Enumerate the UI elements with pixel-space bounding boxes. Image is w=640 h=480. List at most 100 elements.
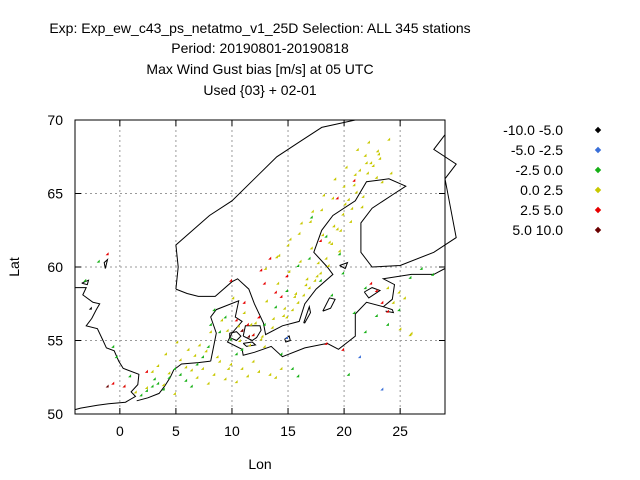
- point-s2-35: [341, 271, 345, 275]
- point-s3-91: [282, 306, 286, 310]
- point-s3-92: [294, 291, 298, 295]
- point-s4-12: [279, 294, 283, 298]
- point-s3-113: [297, 231, 301, 235]
- point-s4-22: [229, 278, 233, 282]
- point-s4-14: [324, 341, 328, 345]
- legend-marker-0: [594, 126, 602, 134]
- point-s3-74: [281, 314, 285, 318]
- point-s3-20: [251, 359, 255, 363]
- point-s3-66: [354, 190, 358, 194]
- point-s3-19: [245, 374, 249, 378]
- experiment-line: Exp: Exp_ew_c43_ps_netatmo_v1_25D Select…: [49, 20, 471, 36]
- point-s2-0: [83, 278, 87, 282]
- point-s2-45: [309, 215, 313, 219]
- point-s3-55: [231, 296, 235, 300]
- legend-label-0: -10.0 -5.0: [503, 122, 563, 138]
- coastline-map: [74, 119, 457, 411]
- point-s3-97: [350, 206, 354, 210]
- point-s4-13: [285, 274, 289, 278]
- coast-zealand: [242, 325, 262, 342]
- point-s3-59: [276, 281, 280, 285]
- point-s2-34: [329, 293, 333, 297]
- point-s2-31: [296, 264, 300, 268]
- point-s3-52: [197, 343, 201, 347]
- x-tick-label-0: 0: [116, 423, 124, 439]
- period-line: Period: 20190801-20190818: [171, 40, 349, 56]
- point-s4-8: [257, 315, 261, 319]
- point-s3-106: [355, 147, 359, 151]
- point-s1-2: [285, 336, 289, 340]
- point-s3-75: [292, 294, 296, 298]
- point-s3-6: [172, 391, 176, 395]
- point-s4-7: [251, 333, 255, 337]
- point-s4-23: [242, 300, 246, 304]
- used-line: Used {03} + 02-01: [203, 82, 317, 98]
- point-s3-2: [150, 369, 154, 373]
- point-s2-3: [114, 355, 118, 359]
- coast-gulf-riga: [383, 306, 395, 314]
- point-s2-19: [206, 344, 210, 348]
- legend-label-1: -5.0 -2.5: [511, 142, 563, 158]
- point-s3-27: [290, 308, 294, 312]
- point-s3-115: [319, 208, 323, 212]
- point-s3-67: [365, 171, 369, 175]
- coast-jutland: [210, 268, 446, 362]
- point-s3-105: [344, 165, 348, 169]
- point-s4-3: [144, 369, 148, 373]
- point-s4-10: [268, 256, 272, 260]
- coast-lolland: [242, 341, 257, 347]
- point-s3-18: [240, 366, 244, 370]
- point-s3-84: [204, 349, 208, 353]
- point-s3-108: [378, 156, 382, 160]
- point-s4-2: [122, 384, 126, 388]
- legend-marker-5: [594, 226, 602, 234]
- point-s3-9: [189, 368, 193, 372]
- point-s3-65: [343, 202, 347, 206]
- point-s5-0: [105, 384, 109, 388]
- coast-scandinavia: [175, 119, 457, 336]
- point-s3-40: [363, 153, 367, 157]
- coast-aland: [339, 261, 349, 270]
- coast-funen: [229, 331, 242, 342]
- point-s3-64: [332, 224, 336, 228]
- point-s3-111: [274, 255, 278, 259]
- data-points: [83, 137, 434, 397]
- point-s3-46: [397, 290, 401, 294]
- point-s4-24: [259, 268, 263, 272]
- legend-label-2: -2.5 0.0: [516, 162, 564, 178]
- x-tick-label-2: 10: [224, 423, 240, 439]
- point-s3-60: [287, 269, 291, 273]
- point-s3-61: [298, 259, 302, 263]
- point-s3-7: [178, 358, 182, 362]
- point-s3-102: [310, 209, 314, 213]
- point-s3-26: [285, 315, 289, 319]
- point-s3-77: [315, 274, 319, 278]
- legend: -10.0 -5.0 -5.0 -2.5 -2.5 0.0 0.0 2.5 2.5 5.…: [503, 122, 602, 238]
- point-s2-38: [374, 314, 378, 318]
- point-s3-39: [357, 168, 361, 172]
- y-tick-label-0: 50: [47, 406, 63, 422]
- point-s2-11: [161, 387, 165, 391]
- y-tick-label-2: 60: [47, 259, 63, 275]
- point-s3-85: [215, 355, 219, 359]
- point-s3-5: [167, 371, 171, 375]
- point-s4-21: [341, 347, 345, 351]
- point-s3-95: [327, 240, 331, 244]
- point-s3-34: [329, 242, 333, 246]
- point-s4-11: [273, 290, 277, 294]
- point-s3-72: [259, 337, 263, 341]
- point-s2-36: [352, 311, 356, 315]
- point-s3-12: [206, 381, 210, 385]
- legend-label-3: 0.0 2.5: [520, 182, 563, 198]
- point-s4-19: [380, 300, 384, 304]
- x-tick-label-4: 20: [336, 423, 352, 439]
- point-s3-38: [352, 183, 356, 187]
- point-s2-39: [385, 322, 389, 326]
- point-s3-41: [369, 161, 373, 165]
- point-s3-31: [313, 278, 317, 282]
- point-s3-68: [377, 152, 381, 156]
- point-s2-2: [111, 344, 115, 348]
- point-s3-54: [220, 318, 224, 322]
- point-s2-7: [144, 388, 148, 392]
